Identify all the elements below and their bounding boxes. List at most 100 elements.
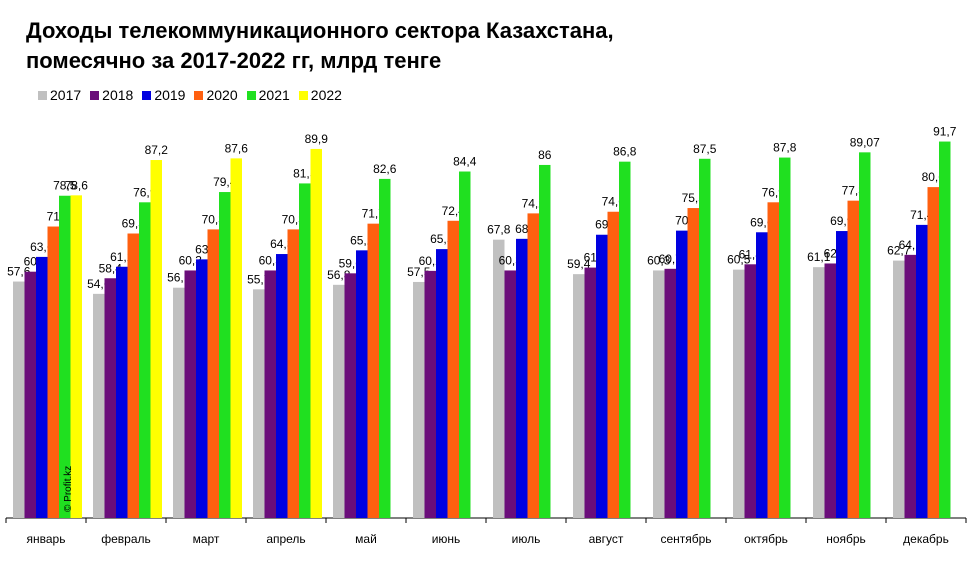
bar-2020-2	[207, 229, 219, 518]
bar-2019-4	[356, 250, 368, 518]
x-tick-label: декабрь	[903, 532, 949, 546]
bar-2019-2	[196, 259, 208, 518]
bar-2019-1	[116, 266, 128, 518]
bar-2020-3	[287, 229, 299, 518]
legend-swatch	[38, 90, 47, 100]
data-label: 70	[675, 214, 689, 228]
bar-2020-4	[367, 223, 379, 518]
bar-2021-2	[219, 192, 231, 518]
legend-item-2022: 2022	[298, 87, 342, 103]
bar-2019-3	[276, 254, 288, 518]
x-tick-label: июль	[512, 532, 541, 546]
legend-swatch	[142, 90, 152, 100]
bar-2020-10	[847, 200, 859, 519]
legend-item-2019: 2019	[142, 87, 185, 103]
data-label: 69	[595, 218, 609, 232]
bar-2019-9	[756, 232, 768, 518]
legend-item-2021: 2021	[246, 87, 290, 103]
bar-2020-5	[447, 220, 459, 519]
bar-2019-5	[436, 249, 448, 518]
bar-2017-3	[253, 289, 265, 518]
bar-2020-1	[127, 233, 139, 519]
bar-2017-2	[173, 287, 185, 518]
legend-item-2020: 2020	[194, 87, 238, 103]
legend-label: 2017	[50, 87, 82, 103]
bar-2021-8	[699, 158, 711, 518]
legend-swatch	[90, 90, 100, 100]
x-tick-label: август	[589, 532, 624, 546]
bar-2018-5	[424, 270, 436, 518]
data-label: 91,7	[933, 125, 957, 139]
data-label: 87,8	[773, 141, 797, 155]
bar-2021-11	[939, 141, 951, 518]
legend-label: 2019	[154, 87, 186, 103]
bar-2020-11	[927, 187, 939, 518]
legend-swatch	[194, 90, 204, 100]
legend-swatch	[298, 90, 308, 100]
legend-item-2018: 2018	[90, 87, 133, 103]
bar-2018-10	[824, 263, 836, 518]
bar-2020-7	[607, 211, 619, 518]
bar-2022-1	[150, 160, 162, 518]
watermark: © Profit.kz	[63, 465, 74, 512]
data-label: 63	[195, 242, 209, 256]
bar-2020-6	[527, 213, 539, 519]
bar-2017-6	[493, 239, 505, 519]
data-label: 87,2	[145, 143, 169, 157]
x-tick-label: сентябрь	[660, 532, 711, 546]
x-tick-label: май	[355, 532, 377, 546]
bar-2022-0	[70, 195, 82, 519]
bar-2017-11	[893, 260, 905, 518]
x-tick-label: январь	[27, 532, 66, 546]
bar-2018-0	[24, 271, 36, 518]
bar-2018-1	[104, 278, 116, 518]
bar-2021-0	[59, 195, 71, 518]
bar-2021-6	[539, 164, 551, 518]
bar-2022-2	[230, 158, 242, 518]
bar-2019-11	[916, 224, 928, 518]
data-label: 82,6	[373, 162, 397, 176]
bar-2017-10	[813, 267, 825, 518]
data-label: 60	[24, 255, 38, 269]
bar-2019-10	[836, 231, 848, 518]
bar-2017-1	[93, 293, 105, 518]
legend-label: 2020	[206, 87, 238, 103]
bar-2017-0	[13, 281, 25, 518]
bar-2019-7	[596, 234, 608, 518]
bar-2017-5	[413, 281, 425, 518]
legend-label: 2018	[102, 87, 134, 103]
legend-label: 2022	[310, 87, 342, 103]
bar-2021-5	[459, 171, 471, 518]
chart-title: Доходы телекоммуникационного сектора Каз…	[26, 18, 614, 73]
bar-2021-4	[379, 178, 391, 518]
x-tick-label: апрель	[266, 532, 305, 546]
data-label: 60,3	[647, 253, 671, 267]
data-label: 86,8	[613, 145, 637, 159]
bar-2019-0	[36, 256, 48, 518]
bar-2021-7	[619, 161, 631, 519]
data-label: 78,5	[53, 179, 77, 193]
bar-2017-9	[733, 269, 745, 518]
x-tick-label: октябрь	[744, 532, 788, 546]
bar-2017-4	[333, 284, 345, 518]
data-label: 62	[824, 246, 838, 260]
bar-2021-10	[859, 152, 871, 518]
bar-2020-9	[767, 202, 779, 518]
bar-2018-3	[264, 270, 276, 518]
legend-swatch	[246, 90, 256, 100]
bar-2017-7	[573, 274, 585, 518]
bar-2018-9	[744, 264, 756, 518]
data-label: 71	[47, 210, 61, 224]
data-label: 61,1	[807, 250, 831, 264]
legend-label: 2021	[258, 87, 290, 103]
x-tick-label: ноябрь	[826, 532, 866, 546]
data-label: 68	[515, 222, 529, 236]
data-label: 62,7	[887, 244, 911, 258]
bar-2021-9	[779, 157, 791, 518]
legend-item-2017: 2017	[38, 87, 81, 103]
bar-2019-8	[676, 230, 688, 518]
bar-2021-1	[139, 202, 151, 518]
bar-2018-6	[504, 270, 516, 518]
x-tick-label: февраль	[101, 532, 151, 546]
